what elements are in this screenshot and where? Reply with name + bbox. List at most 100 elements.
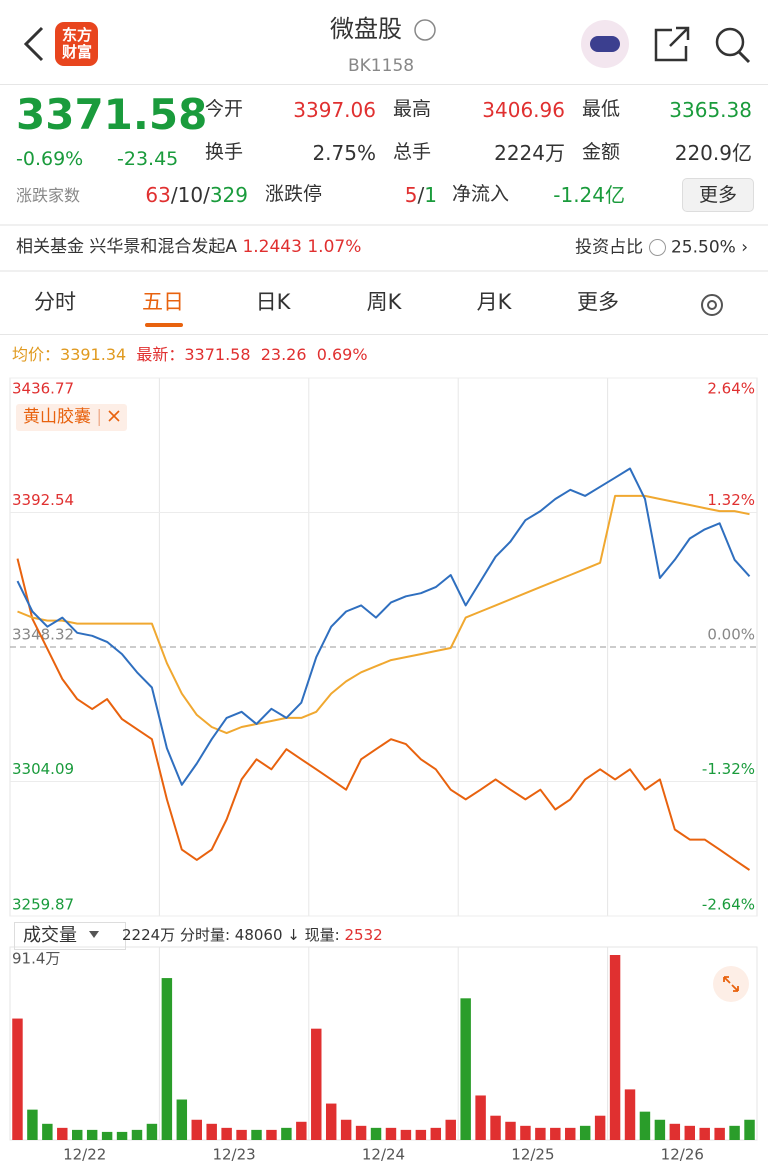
volume-bar xyxy=(191,1119,202,1140)
volume-bar xyxy=(505,1121,516,1140)
breadth-label: 涨跌家数 xyxy=(16,186,81,205)
y-tick-label: 3348.32 xyxy=(12,626,74,644)
arrows xyxy=(723,976,739,992)
vol-now: 2532 xyxy=(344,926,383,944)
tab[interactable]: 更多 xyxy=(577,290,619,314)
sep: / xyxy=(417,183,425,207)
settings-icon[interactable] xyxy=(697,290,727,320)
volume-bar xyxy=(400,1129,412,1140)
divider xyxy=(0,84,768,85)
volume-bar xyxy=(57,1127,68,1140)
field-value: 2224万 xyxy=(494,141,565,165)
volume-bar xyxy=(639,1111,651,1140)
tab-underline xyxy=(145,323,183,327)
gear xyxy=(701,294,723,316)
volume-bar xyxy=(355,1125,367,1140)
field-value: 2.75% xyxy=(312,141,376,165)
volume-bar xyxy=(669,1123,681,1140)
volume-bar xyxy=(550,1127,561,1140)
field-label: 换手 xyxy=(205,141,244,163)
gear-center xyxy=(707,300,717,310)
code: BK1158 xyxy=(348,56,415,76)
compare-tag[interactable]: 黄山胶囊 | xyxy=(16,404,127,431)
y2-tick-label: 0.00% xyxy=(707,626,755,644)
change-pct: -0.69% xyxy=(16,148,84,170)
title: 微盘股 xyxy=(330,15,402,43)
field-value: 220.9亿 xyxy=(674,141,752,165)
field-value: 3397.06 xyxy=(293,98,376,122)
limit-up: 5 xyxy=(404,183,418,207)
ratio-label: 投资占比 xyxy=(575,237,644,258)
share-icon[interactable] xyxy=(654,26,690,62)
y-tick-label: 3304.09 xyxy=(12,760,74,778)
avg-label: 均价： xyxy=(12,345,61,364)
volume-info: 2224万 分时量: 48060 ↓ 现量: 2532 xyxy=(122,928,383,943)
volume-bar xyxy=(12,1018,23,1140)
line-series xyxy=(16,467,751,786)
tag-sep: | xyxy=(96,407,103,427)
volume-bar xyxy=(684,1125,695,1140)
volume-bar xyxy=(370,1127,382,1140)
avg: 3391.34 xyxy=(60,345,127,364)
volume-bar xyxy=(535,1127,546,1140)
tab[interactable]: 分时 xyxy=(34,290,76,314)
breadth: 63/10/329 xyxy=(145,185,248,205)
close-icon[interactable] xyxy=(107,410,120,422)
x-tick-label: 12/23 xyxy=(212,1146,255,1164)
fund-label: 相关基金 xyxy=(16,237,84,257)
fund-name: 兴华景和混合发起A xyxy=(89,237,238,257)
header-icons xyxy=(23,19,751,68)
field-label: 总手 xyxy=(393,141,432,163)
info-change: 23.26 xyxy=(260,345,307,364)
y2-tick-label: 2.64% xyxy=(707,380,755,398)
ratio: 25.50% xyxy=(670,237,736,258)
more-button[interactable]: 更多 xyxy=(682,178,754,212)
field-value: 3406.96 xyxy=(482,98,565,122)
volume-select[interactable]: 成交量 xyxy=(14,922,126,950)
tab[interactable]: 月K xyxy=(476,290,512,314)
ratio-row[interactable]: 投资占比 25.50% › xyxy=(575,237,748,258)
vol-total: 2224万 xyxy=(122,926,176,944)
expand-icon[interactable] xyxy=(712,965,750,1003)
vol-minute: 分时量: 48060 ↓ xyxy=(179,926,300,944)
field-label: 最低 xyxy=(582,98,621,120)
volume-bar xyxy=(565,1127,576,1140)
volume-bar xyxy=(445,1119,456,1140)
volume-bar xyxy=(729,1125,740,1140)
y2-tick-label: -2.64% xyxy=(702,896,755,914)
logo xyxy=(55,22,98,66)
limit: 5/1 xyxy=(405,185,437,205)
fund-nav: 1.2443 xyxy=(242,237,302,257)
tab[interactable]: 五日 xyxy=(142,290,184,314)
volume-bar xyxy=(744,1119,755,1140)
line-series xyxy=(16,558,751,871)
expand-bg xyxy=(713,966,749,1002)
tab[interactable]: 周K xyxy=(366,290,402,314)
help-icon xyxy=(648,239,666,256)
field-label: 最高 xyxy=(393,98,432,120)
volume-bar xyxy=(72,1129,83,1140)
up-count: 63 xyxy=(145,183,171,207)
back-icon[interactable] xyxy=(23,26,44,62)
price: 3371.58 xyxy=(16,90,208,139)
x xyxy=(107,410,120,422)
volume-bar xyxy=(430,1127,442,1140)
y2-tick-label: -1.32% xyxy=(702,760,755,778)
volume-bar xyxy=(475,1095,486,1140)
info-icon[interactable] xyxy=(414,19,436,41)
volume-bar xyxy=(176,1099,188,1140)
volume-bar xyxy=(116,1131,128,1140)
search-icon[interactable] xyxy=(715,27,745,57)
field-label: 今开 xyxy=(205,98,244,120)
volume-bar xyxy=(460,998,471,1140)
dropdown xyxy=(89,931,99,938)
volume-bar xyxy=(206,1123,217,1140)
tab[interactable]: 日K xyxy=(255,290,291,314)
volume-bar xyxy=(385,1127,397,1140)
logo-text: 东方 财富 xyxy=(57,27,97,61)
limit-down: 1 xyxy=(424,183,437,207)
search-handle xyxy=(737,50,751,64)
triangle xyxy=(89,931,99,938)
volume-bar xyxy=(221,1127,232,1140)
